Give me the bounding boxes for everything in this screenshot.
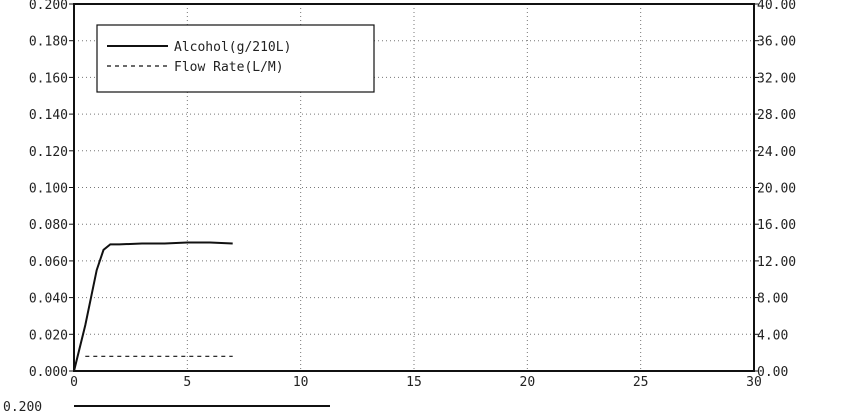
y-left-tick-label: 0.100 (29, 182, 68, 197)
y-right-tick-label: 12.00 (757, 255, 796, 270)
y-right-tick-label: 4.00 (757, 328, 788, 343)
y-right-tick-label: 20.00 (757, 182, 796, 197)
axis-ticks: 0 5 10 15 20 25 30 0.000 0.020 0.040 0.060 0.080 0.1… (29, 0, 796, 390)
y-left-tick-label: 0.040 (29, 292, 68, 307)
y-right-tick-label: 24.00 (757, 145, 796, 160)
y-left-tick-label: 0.180 (29, 35, 68, 50)
y-right-tick-label: 8.00 (757, 292, 788, 307)
y-right-tick-label: 28.00 (757, 108, 796, 123)
next-chart-tick-label: 0.200 (3, 400, 42, 413)
y-left-tick-label: 0.200 (29, 0, 68, 13)
x-tick-label: 30 (746, 375, 762, 390)
x-tick-label: 10 (293, 375, 309, 390)
x-tick-label: 0 (70, 375, 78, 390)
legend-label-alcohol: Alcohol(g/210L) (174, 40, 291, 55)
next-chart-partial: 0.200 (3, 400, 330, 413)
x-tick-label: 20 (520, 375, 536, 390)
y-right-tick-label: 32.00 (757, 71, 796, 86)
y-right-tick-label: 40.00 (757, 0, 796, 13)
y-right-tick-label: 0.00 (757, 365, 788, 380)
y-left-tick-label: 0.120 (29, 145, 68, 160)
y-left-tick-label: 0.140 (29, 108, 68, 123)
x-tick-label: 5 (183, 375, 191, 390)
x-tick-label: 25 (633, 375, 649, 390)
series-line-alcohol (73, 241, 233, 372)
y-right-tick-label: 36.00 (757, 35, 796, 50)
legend-box (96, 24, 375, 93)
grid (74, 4, 754, 371)
y-left-tick-label: 0.060 (29, 255, 68, 270)
legend-label-flow-rate: Flow Rate(L/M) (174, 60, 284, 75)
y-left-tick-label: 0.080 (29, 218, 68, 233)
y-left-tick-label: 0.000 (29, 365, 68, 380)
legend: Alcohol(g/210L) Flow Rate(L/M) (96, 24, 375, 93)
x-tick-label: 15 (406, 375, 422, 390)
y-left-tick-label: 0.160 (29, 71, 68, 86)
y-right-tick-label: 16.00 (757, 218, 796, 233)
y-left-tick-label: 0.020 (29, 328, 68, 343)
series-lines (73, 241, 233, 372)
